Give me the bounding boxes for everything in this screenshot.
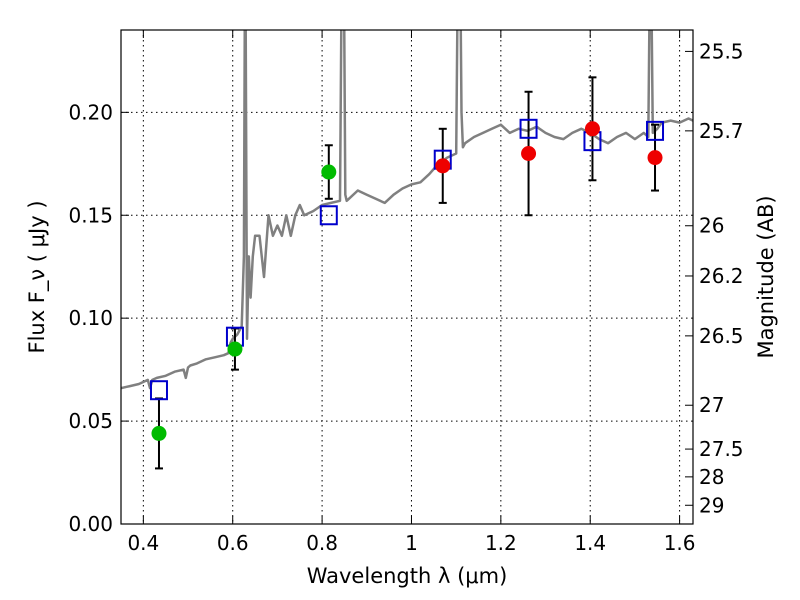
model-square-2 bbox=[319, 205, 338, 226]
grid-lines bbox=[121, 30, 693, 524]
plot-layer bbox=[121, 30, 693, 470]
x-tick-label-6: 1.6 bbox=[664, 531, 696, 555]
right-tick-label-2: 26 bbox=[699, 214, 724, 238]
right-tick-label-3: 26.2 bbox=[699, 264, 744, 288]
x-tick-label-1: 0.6 bbox=[217, 531, 249, 555]
right-tick-label-6: 27.5 bbox=[699, 437, 744, 461]
axes-frame bbox=[120, 29, 694, 525]
right-tick-label-0: 25.5 bbox=[699, 39, 744, 63]
right-tick-label-4: 26.5 bbox=[699, 324, 744, 348]
y-tick-label-1: 0.05 bbox=[68, 409, 113, 433]
right-ticks: 25.5 25.7 26 26.2 26.5 27 27.5 28 29 bbox=[685, 39, 744, 517]
model-square-4 bbox=[519, 118, 538, 139]
x-tick-label-3: 1 bbox=[405, 531, 418, 555]
y-axis-label-left: Flux F_ν ( μJy ) bbox=[25, 200, 50, 353]
y-axis-label-right: Magnitude (AB) bbox=[754, 195, 778, 358]
x-tick-label-5: 1.4 bbox=[574, 531, 606, 555]
right-tick-label-5: 27 bbox=[699, 393, 724, 417]
y-ticks: 0.00 0.05 0.10 0.15 0.20 bbox=[68, 100, 129, 536]
right-tick-label-7: 28 bbox=[699, 465, 724, 489]
x-ticks: 0.4 0.6 0.8 1 1.2 1.4 1.6 bbox=[127, 30, 696, 555]
y-tick-label-3: 0.15 bbox=[68, 203, 113, 227]
points-red-3 bbox=[647, 150, 663, 166]
y-tick-label-2: 0.10 bbox=[68, 306, 113, 330]
points-red-0 bbox=[435, 158, 451, 174]
right-tick-label-8: 29 bbox=[699, 493, 724, 517]
spectrum-line bbox=[121, 30, 693, 390]
points-red-2 bbox=[584, 121, 600, 137]
right-tick-label-1: 25.7 bbox=[699, 119, 744, 143]
points-red-1 bbox=[521, 146, 537, 161]
data-points bbox=[151, 121, 663, 441]
model-square-0 bbox=[149, 380, 168, 401]
x-tick-label-2: 0.8 bbox=[306, 531, 338, 555]
x-tick-label-0: 0.4 bbox=[127, 531, 159, 555]
y-tick-label-0: 0.00 bbox=[68, 512, 113, 536]
points-green-1 bbox=[227, 341, 243, 357]
points-green-0 bbox=[151, 425, 167, 441]
model-square-6 bbox=[646, 120, 665, 141]
plot-area bbox=[121, 30, 693, 524]
points-green-2 bbox=[321, 164, 337, 180]
y-tick-label-4: 0.20 bbox=[68, 100, 113, 124]
x-axis-label: Wavelength λ (μm) bbox=[307, 564, 508, 588]
x-tick-label-4: 1.2 bbox=[485, 531, 517, 555]
model-squares bbox=[149, 118, 665, 401]
